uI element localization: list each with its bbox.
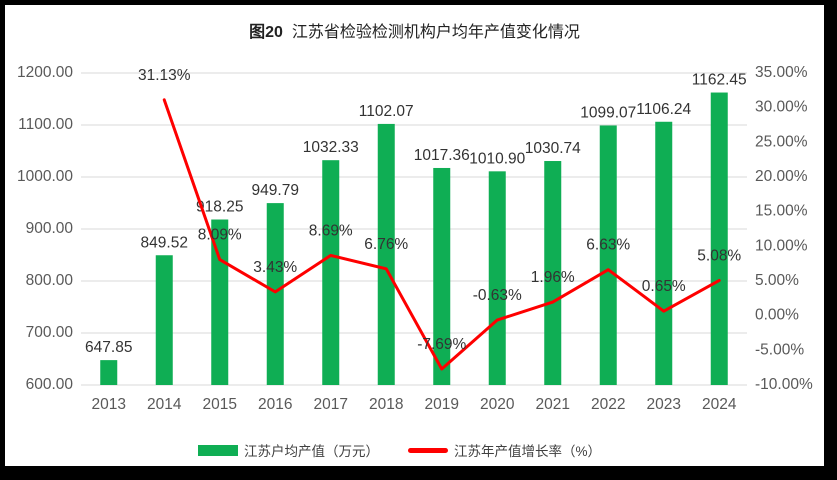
svg-text:1100.00: 1100.00 [18, 116, 73, 133]
svg-text:3.43%: 3.43% [253, 259, 297, 276]
svg-text:1030.74: 1030.74 [525, 140, 581, 157]
svg-text:2024: 2024 [702, 396, 737, 413]
svg-text:1102.07: 1102.07 [359, 103, 414, 120]
svg-text:1000.00: 1000.00 [17, 168, 73, 185]
svg-text:2014: 2014 [147, 396, 182, 413]
svg-text:849.52: 849.52 [141, 234, 188, 251]
svg-text:700.00: 700.00 [26, 324, 74, 341]
svg-text:8.69%: 8.69% [309, 222, 353, 239]
svg-text:20.00%: 20.00% [755, 168, 808, 185]
svg-text:6.63%: 6.63% [586, 237, 630, 254]
svg-text:800.00: 800.00 [26, 272, 74, 289]
svg-text:8.09%: 8.09% [198, 227, 242, 244]
svg-text:35.00%: 35.00% [755, 64, 808, 81]
svg-text:-5.00%: -5.00% [755, 341, 804, 358]
svg-text:2016: 2016 [258, 396, 292, 413]
svg-text:900.00: 900.00 [26, 220, 74, 237]
svg-text:2021: 2021 [536, 396, 570, 413]
svg-text:2022: 2022 [591, 396, 625, 413]
svg-text:31.13%: 31.13% [138, 67, 191, 84]
svg-text:1099.07: 1099.07 [580, 104, 636, 121]
svg-text:2018: 2018 [369, 396, 403, 413]
svg-text:0.00%: 0.00% [755, 307, 799, 324]
svg-text:30.00%: 30.00% [755, 99, 808, 116]
svg-text:15.00%: 15.00% [755, 203, 808, 220]
svg-text:1032.33: 1032.33 [303, 139, 359, 156]
svg-text:1010.90: 1010.90 [469, 150, 525, 167]
svg-text:2023: 2023 [647, 396, 681, 413]
svg-text:1.96%: 1.96% [531, 269, 575, 286]
svg-text:2017: 2017 [314, 396, 348, 413]
svg-text:600.00: 600.00 [26, 376, 74, 393]
svg-text:949.79: 949.79 [252, 182, 299, 199]
svg-text:5.08%: 5.08% [697, 247, 741, 264]
svg-text:647.85: 647.85 [85, 339, 132, 356]
svg-text:2020: 2020 [480, 396, 515, 413]
svg-text:2013: 2013 [92, 396, 126, 413]
svg-text:5.00%: 5.00% [755, 272, 799, 289]
svg-text:10.00%: 10.00% [755, 237, 808, 254]
svg-text:1200.00: 1200.00 [17, 64, 73, 81]
svg-text:2019: 2019 [425, 396, 459, 413]
svg-text:25.00%: 25.00% [755, 133, 808, 150]
svg-text:-7.69%: -7.69% [417, 336, 466, 353]
svg-text:1162.45: 1162.45 [692, 72, 747, 89]
svg-text:1017.36: 1017.36 [414, 147, 470, 164]
svg-text:6.76%: 6.76% [364, 236, 408, 253]
svg-text:2015: 2015 [203, 396, 237, 413]
svg-text:-0.63%: -0.63% [473, 287, 522, 304]
svg-text:-10.00%: -10.00% [755, 376, 813, 393]
svg-text:0.65%: 0.65% [642, 278, 686, 295]
svg-text:1106.24: 1106.24 [636, 101, 691, 118]
